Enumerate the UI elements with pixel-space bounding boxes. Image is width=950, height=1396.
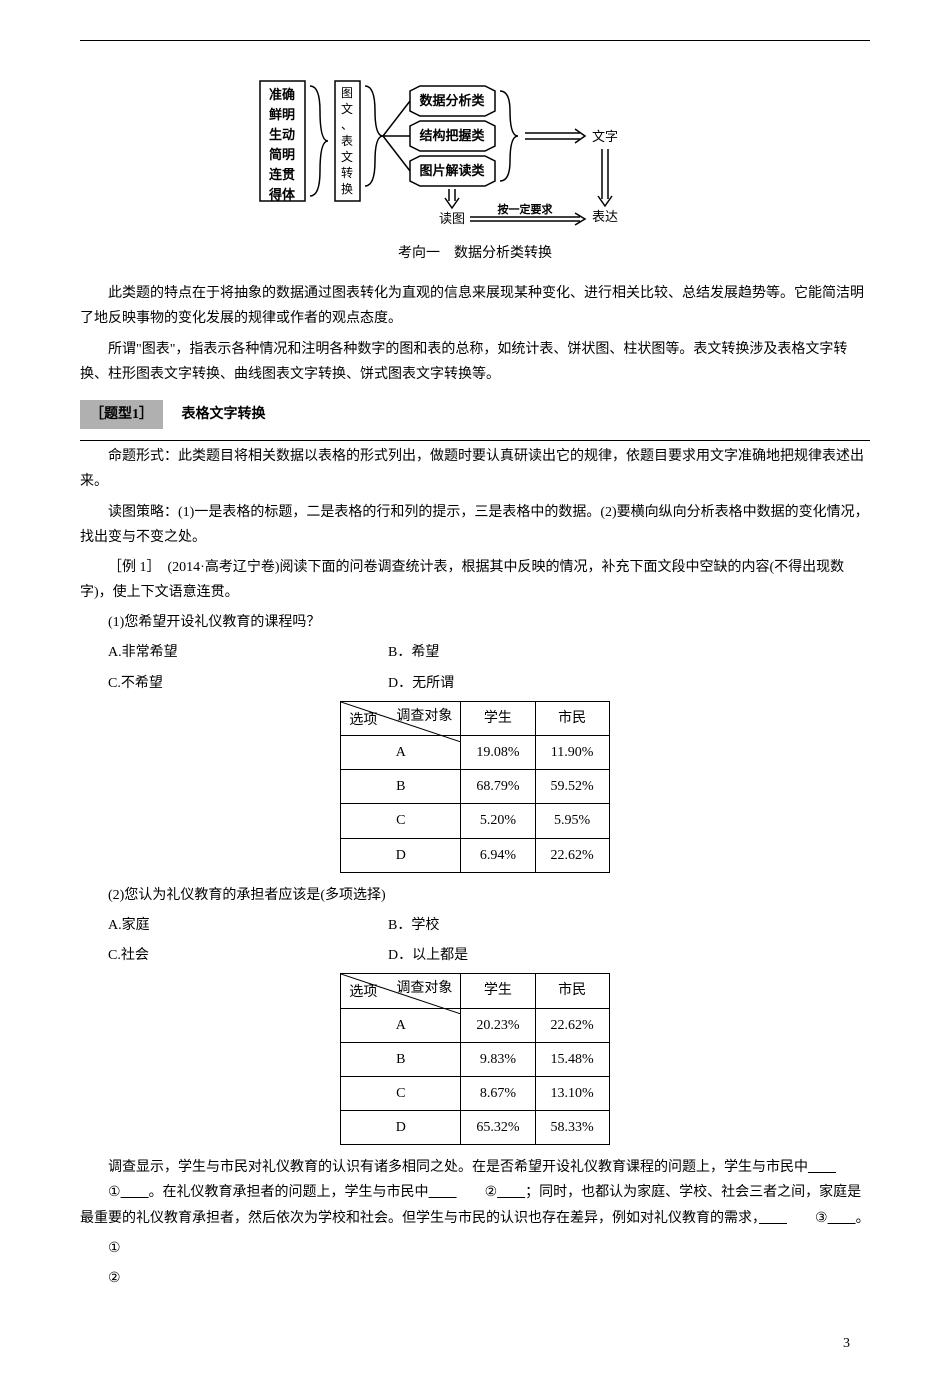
table-row: D65.32%58.33% (341, 1111, 609, 1145)
q2-opt-b: B．学校 (388, 913, 870, 938)
section-tag: ［题型1］ (80, 400, 163, 429)
table2-col1: 学生 (461, 974, 535, 1008)
svg-text:表: 表 (341, 134, 353, 148)
diagram-caption: 考向一 数据分析类转换 (80, 241, 870, 266)
svg-text:按一定要求: 按一定要求 (498, 202, 554, 216)
survey-table-1: 调查对象 选项 学生 市民 A19.08%11.90%B68.79%59.52%… (340, 701, 609, 873)
question-1: (1)您希望开设礼仪教育的课程吗？ (108, 610, 870, 635)
svg-text:生动: 生动 (269, 127, 295, 142)
svg-text:文字: 文字 (592, 129, 618, 144)
table1-col1: 学生 (461, 701, 535, 735)
svg-text:简明: 简明 (269, 147, 295, 162)
q2-opt-d: D．以上都是 (388, 943, 870, 968)
section-title: 表格文字转换 (182, 407, 266, 422)
svg-text:连贯: 连贯 (269, 167, 295, 182)
paragraph-3: 命题形式：此类题目将相关数据以表格的形式列出，做题时要认真研读出它的规律，依题目… (80, 444, 870, 494)
svg-text:换: 换 (341, 182, 353, 196)
survey-table-2: 调查对象 选项 学生 市民 A20.23%22.62%B9.83%15.48%C… (340, 973, 609, 1145)
example-intro: ［例 1］ (2014·高考辽宁卷)阅读下面的问卷调查统计表，根据其中反映的情况… (80, 555, 870, 605)
q1-options-row1: A.非常希望 B．希望 (108, 640, 870, 665)
svg-text:得体: 得体 (268, 187, 296, 202)
section-row: ［题型1］ 表格文字转换 (80, 392, 870, 437)
svg-text:数据分析类: 数据分析类 (419, 93, 485, 108)
table-row: C8.67%13.10% (341, 1076, 609, 1110)
table-row: C5.20%5.95% (341, 804, 609, 838)
table-row: D6.94%22.62% (341, 838, 609, 872)
question-2: (2)您认为礼仪教育的承担者应该是(多项选择) (108, 883, 870, 908)
table1-header-diag: 调查对象 选项 (341, 701, 461, 735)
concept-diagram: 准确 鲜明 生动 简明 连贯 得体 图 文 、 表 文 转 换 数据分析类 结构… (80, 71, 870, 231)
table2-header-diag: 调查对象 选项 (341, 974, 461, 1008)
answer-blank-2: ② (108, 1266, 870, 1291)
svg-text:读图: 读图 (439, 211, 465, 226)
q2-opt-a: A.家庭 (108, 913, 388, 938)
q1-opt-a: A.非常希望 (108, 640, 388, 665)
svg-text:、: 、 (341, 118, 353, 132)
svg-text:文: 文 (341, 149, 353, 164)
q1-opt-d: D．无所谓 (388, 671, 870, 696)
paragraph-2: 所谓"图表"，指表示各种情况和注明各种数字的图和表的总称，如统计表、饼状图、柱状… (80, 337, 870, 387)
answer-blank-1: ① (108, 1236, 870, 1261)
svg-text:表达: 表达 (592, 209, 618, 224)
svg-text:文: 文 (341, 101, 353, 116)
svg-text:图片解读类: 图片解读类 (419, 163, 485, 178)
header-rule (80, 40, 870, 41)
conclusion-text: 调查显示，学生与市民对礼仪教育的认识有诸多相同之处。在是否希望开设礼仪教育课程的… (80, 1155, 870, 1231)
svg-text:鲜明: 鲜明 (269, 107, 295, 122)
svg-text:结构把握类: 结构把握类 (419, 128, 485, 143)
paragraph-4: 读图策略：(1)一是表格的标题，二是表格的行和列的提示，三是表格中的数据。(2)… (80, 500, 870, 550)
q1-opt-c: C.不希望 (108, 671, 388, 696)
q1-options-row2: C.不希望 D．无所谓 (108, 671, 870, 696)
q2-opt-c: C.社会 (108, 943, 388, 968)
table2-col2: 市民 (535, 974, 609, 1008)
svg-text:图: 图 (341, 86, 353, 100)
table-row: B68.79%59.52% (341, 770, 609, 804)
q1-opt-b: B．希望 (388, 640, 870, 665)
table-row: B9.83%15.48% (341, 1042, 609, 1076)
svg-text:准确: 准确 (269, 87, 295, 102)
table1-col2: 市民 (535, 701, 609, 735)
svg-text:转: 转 (341, 165, 353, 180)
q2-options-row2: C.社会 D．以上都是 (108, 943, 870, 968)
q2-options-row1: A.家庭 B．学校 (108, 913, 870, 938)
paragraph-1: 此类题的特点在于将抽象的数据通过图表转化为直观的信息来展现某种变化、进行相关比较… (80, 281, 870, 331)
section-rule (80, 440, 870, 441)
